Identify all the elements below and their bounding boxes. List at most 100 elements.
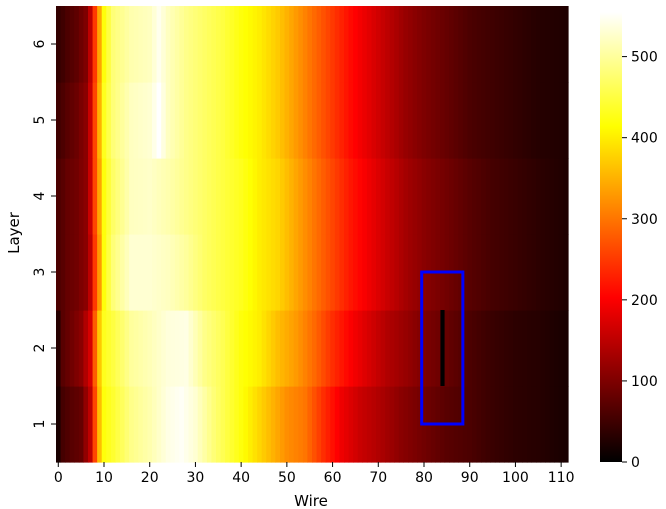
heatmap-cell [435, 82, 441, 159]
heatmap-cell [92, 6, 98, 83]
x-tick-label: 30 [187, 470, 205, 486]
heatmap-cell [206, 234, 213, 311]
y-tick-label: 1 [32, 420, 48, 429]
heatmap-cell [124, 158, 130, 235]
heatmap-cell [540, 310, 546, 387]
heatmap-cell [526, 158, 533, 235]
heatmap-cell [504, 234, 510, 311]
heatmap-cell [293, 234, 299, 311]
heatmap-cell [517, 158, 523, 235]
heatmap-cell [69, 310, 75, 387]
heatmap-cell [261, 82, 267, 159]
heatmap-cell [275, 386, 281, 463]
colorbar-axis: 0 100 200 300 400 500 [622, 50, 658, 471]
heatmap-cell [69, 158, 75, 235]
heatmap-cell [152, 6, 158, 83]
heatmap-cell [174, 6, 181, 83]
colorbar-tick-label: 500 [631, 50, 658, 66]
heatmap-cell [513, 82, 519, 159]
heatmap-cell [56, 310, 62, 387]
heatmap-cell [293, 158, 299, 235]
heatmap-cell [120, 82, 126, 159]
heatmap-cell [83, 158, 89, 235]
heatmap-cell [380, 234, 386, 311]
heatmap-cell [312, 234, 318, 311]
heatmap-cell [380, 6, 386, 83]
heatmap-cell [389, 82, 395, 159]
heatmap-cell [316, 158, 322, 235]
heatmap-cell [69, 386, 75, 463]
heatmap-cell [120, 6, 126, 83]
heatmap-cell [170, 82, 176, 159]
heatmap-cell [485, 310, 491, 387]
heatmap-cell [421, 310, 427, 387]
heatmap-cell [138, 234, 144, 311]
heatmap-cell [458, 158, 464, 235]
heatmap-cell [193, 82, 199, 159]
heatmap-cell [403, 158, 409, 235]
heatmap-cell [74, 158, 80, 235]
heatmap-cell [252, 386, 258, 463]
heatmap-cell [549, 386, 555, 463]
heatmap-cell [248, 82, 254, 159]
heatmap-cell [545, 6, 551, 83]
heatmap-cell [385, 6, 391, 83]
heatmap-cell [225, 158, 231, 235]
heatmap-cell [476, 82, 482, 159]
heatmap-cell [412, 158, 418, 235]
heatmap-cell [366, 6, 373, 83]
heatmap-cell [229, 6, 235, 83]
heatmap-cell [362, 310, 368, 387]
heatmap-cell [289, 82, 295, 159]
heatmap-cell [252, 234, 258, 311]
heatmap-cell [206, 6, 213, 83]
heatmap-cell [56, 158, 62, 235]
heatmap-cell [490, 234, 496, 311]
heatmap-cell [156, 310, 162, 387]
heatmap-cell [147, 386, 153, 463]
heatmap-cell [458, 6, 464, 83]
heatmap-cell [467, 234, 473, 311]
heatmap-cell [88, 82, 94, 159]
heatmap-cell [92, 234, 98, 311]
heatmap-cell [458, 310, 464, 387]
heatmap-cell [280, 310, 286, 387]
heatmap-cell [257, 386, 263, 463]
heatmap-cell [225, 6, 231, 83]
heatmap-cell [549, 6, 555, 83]
heatmap-cell [115, 310, 121, 387]
heatmap-cell [558, 82, 565, 159]
heatmap-cell [412, 82, 418, 159]
heatmap-cell [193, 234, 199, 311]
heatmap-cell [554, 6, 560, 83]
heatmap-cell [229, 234, 235, 311]
heatmap-cell [408, 234, 414, 311]
y-tick-label: 6 [32, 39, 48, 48]
heatmap-cell [266, 386, 272, 463]
heatmap-cell [467, 310, 473, 387]
heatmap-cell [563, 82, 569, 159]
heatmap-cell [74, 6, 80, 83]
heatmap-cell [280, 82, 286, 159]
heatmap-cell [499, 6, 505, 83]
heatmap-cell [284, 386, 290, 463]
heatmap-cell [133, 234, 139, 311]
heatmap-cell [211, 234, 217, 311]
heatmap-cell [412, 6, 418, 83]
heatmap-cell [115, 6, 121, 83]
heatmap-cell [499, 234, 505, 311]
heatmap-cell [101, 82, 107, 159]
heatmap-cell [302, 82, 309, 159]
heatmap-cell [472, 82, 478, 159]
heatmap-cell [65, 234, 71, 311]
heatmap-cell [110, 6, 117, 83]
heatmap-cell [353, 310, 359, 387]
heatmap-cell [170, 386, 176, 463]
heatmap-cell [517, 234, 523, 311]
heatmap-cell [275, 234, 281, 311]
heatmap-cell [170, 310, 176, 387]
heatmap-cell [430, 6, 437, 83]
heatmap-cell [467, 82, 473, 159]
heatmap-cell [97, 386, 103, 463]
heatmap-cell [389, 6, 395, 83]
